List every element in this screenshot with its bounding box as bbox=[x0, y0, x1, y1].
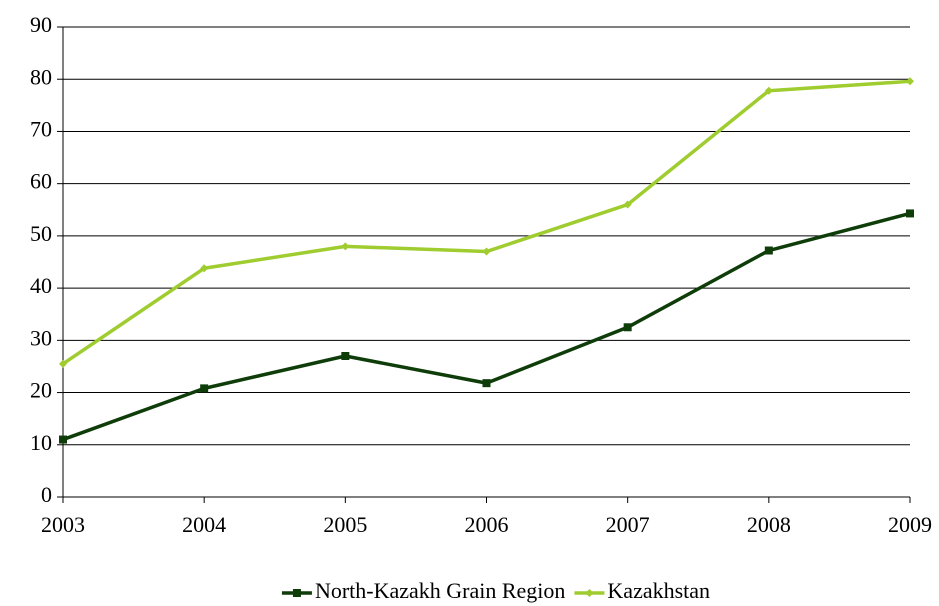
data-point bbox=[906, 77, 914, 86]
y-tick-label: 60 bbox=[30, 169, 52, 194]
y-tick-label: 70 bbox=[30, 116, 52, 141]
x-tick-label: 2008 bbox=[747, 512, 791, 537]
x-tick-label: 2009 bbox=[888, 512, 932, 537]
legend-label: North-Kazakh Grain Region bbox=[315, 578, 565, 603]
data-point bbox=[200, 384, 209, 393]
data-point bbox=[59, 435, 67, 444]
y-tick-label: 50 bbox=[30, 221, 52, 246]
y-tick-label: 30 bbox=[30, 325, 52, 350]
y-tick-label: 0 bbox=[41, 482, 52, 507]
data-point bbox=[341, 352, 350, 360]
y-tick-label: 20 bbox=[30, 378, 52, 403]
data-point bbox=[482, 247, 491, 256]
legend-label: Kazakhstan bbox=[607, 578, 710, 603]
data-point bbox=[200, 264, 209, 273]
data-point bbox=[341, 242, 350, 251]
data-point bbox=[906, 209, 914, 218]
x-tick-label: 2003 bbox=[41, 512, 85, 537]
y-tick-label: 90 bbox=[30, 12, 52, 37]
y-tick-label: 10 bbox=[30, 430, 52, 455]
x-tick-label: 2004 bbox=[182, 512, 226, 537]
data-point bbox=[764, 246, 773, 255]
x-tick-label: 2005 bbox=[323, 512, 367, 537]
data-point bbox=[59, 359, 67, 368]
series-line bbox=[62, 211, 911, 442]
y-tick-label: 40 bbox=[30, 273, 52, 298]
x-tick-label: 2006 bbox=[465, 512, 509, 537]
y-tick-label: 80 bbox=[30, 64, 52, 89]
data-point bbox=[623, 200, 632, 209]
series-line bbox=[62, 79, 911, 366]
data-point bbox=[623, 323, 632, 332]
legend-marker bbox=[292, 589, 301, 597]
x-tick-label: 2007 bbox=[606, 512, 650, 537]
data-point bbox=[482, 379, 491, 388]
data-point bbox=[764, 86, 773, 95]
legend-marker bbox=[585, 589, 594, 597]
